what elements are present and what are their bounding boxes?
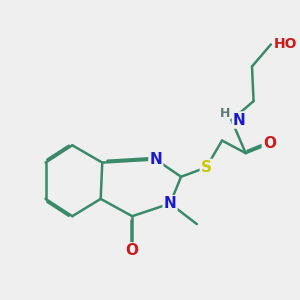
Text: S: S (201, 160, 212, 175)
Text: H: H (220, 107, 230, 120)
Text: O: O (263, 136, 276, 151)
Text: HO: HO (274, 38, 297, 51)
Text: N: N (164, 196, 176, 211)
Text: N: N (149, 152, 162, 167)
Text: O: O (126, 243, 139, 258)
Text: N: N (233, 112, 246, 128)
